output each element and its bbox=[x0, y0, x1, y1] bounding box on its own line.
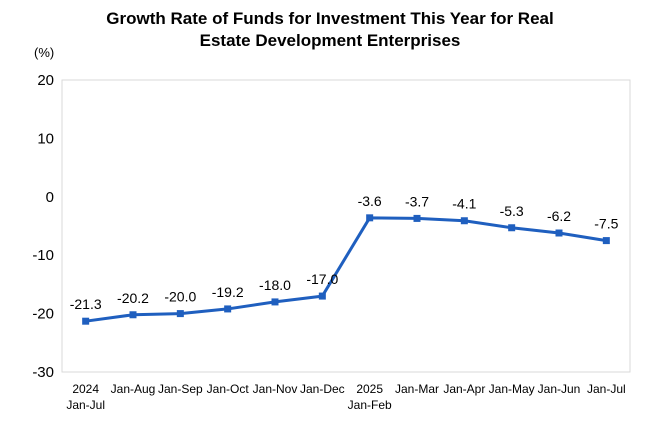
data-label: -18.0 bbox=[259, 277, 291, 293]
data-label: -20.0 bbox=[164, 289, 196, 305]
y-tick-label: -30 bbox=[32, 364, 54, 381]
series-markers bbox=[82, 214, 610, 325]
data-label: -6.2 bbox=[547, 208, 571, 224]
data-label: -5.3 bbox=[500, 203, 524, 219]
y-tick-label: -20 bbox=[32, 306, 54, 323]
y-tick-label: 20 bbox=[37, 72, 54, 89]
data-point-marker bbox=[318, 292, 326, 300]
x-tick-label: Jan-Mar bbox=[395, 382, 439, 396]
data-point-marker bbox=[176, 310, 184, 318]
data-point-marker bbox=[224, 305, 232, 313]
data-label: -7.5 bbox=[594, 216, 618, 232]
plot-area-border bbox=[61, 79, 631, 373]
data-label: -21.3 bbox=[70, 296, 102, 312]
y-axis-unit-label: (%) bbox=[34, 45, 54, 60]
x-tick-label: Jan-Nov bbox=[253, 382, 298, 396]
data-point-marker bbox=[413, 214, 421, 222]
data-label: -3.7 bbox=[405, 193, 429, 209]
x-tick-label: Jan-Sep bbox=[158, 382, 203, 396]
x-tick-label: 2024 bbox=[72, 382, 99, 396]
chart-title-line-2: Estate Development Enterprises bbox=[199, 31, 461, 50]
x-tick-label: Jan-Oct bbox=[207, 382, 250, 396]
data-labels: -21.3 -20.2 -20.0 -19.2 -18.0 -17.0 -3.6 -3.7 -4… bbox=[70, 193, 619, 312]
x-tick-label: Jan-Jun bbox=[538, 382, 581, 396]
data-label: -17.0 bbox=[306, 271, 338, 287]
data-point-marker bbox=[129, 311, 137, 319]
data-label: -4.1 bbox=[452, 196, 476, 212]
y-tick-label: -10 bbox=[32, 247, 54, 264]
x-tick-label: Jan-Dec bbox=[300, 382, 345, 396]
y-tick-label: 0 bbox=[46, 189, 54, 206]
data-point-marker bbox=[602, 237, 610, 245]
x-tick-label: Jan-Feb bbox=[348, 398, 392, 412]
x-tick-label: Jan-May bbox=[489, 382, 535, 396]
x-tick-label: Jan-Aug bbox=[111, 382, 156, 396]
chart-title-line-1: Growth Rate of Funds for Investment This… bbox=[106, 9, 554, 28]
x-tick-label: Jan-Jul bbox=[66, 398, 105, 412]
data-point-marker bbox=[555, 229, 563, 237]
y-tick-labels: 20 10 0 -10 -20 -30 bbox=[32, 72, 54, 381]
y-tick-label: 10 bbox=[37, 130, 54, 147]
data-point-marker bbox=[271, 298, 279, 306]
data-point-marker bbox=[82, 317, 90, 325]
data-point-marker bbox=[366, 214, 374, 222]
data-point-marker bbox=[460, 217, 468, 225]
data-label: -20.2 bbox=[117, 290, 149, 306]
data-label: -3.6 bbox=[358, 193, 382, 209]
x-tick-label: 2025 bbox=[356, 382, 383, 396]
x-tick-label: Jan-Jul bbox=[587, 382, 626, 396]
x-tick-label: Jan-Apr bbox=[443, 382, 485, 396]
data-point-marker bbox=[508, 224, 516, 232]
series-line bbox=[85, 216, 607, 323]
data-label: -19.2 bbox=[212, 284, 244, 300]
